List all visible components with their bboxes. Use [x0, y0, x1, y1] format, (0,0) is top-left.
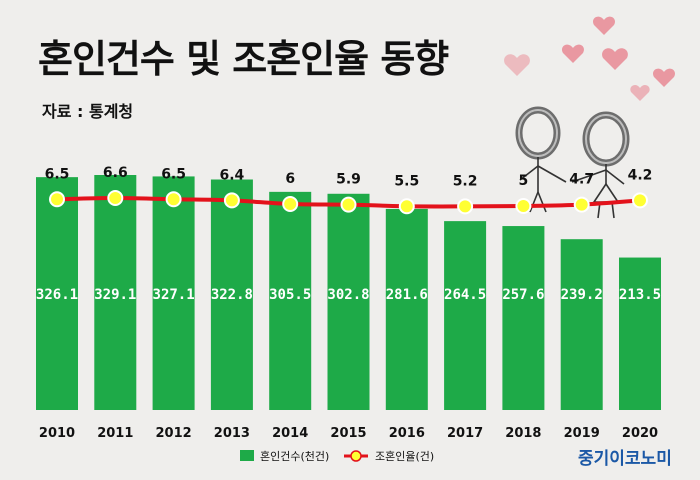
- bar-2014: [269, 191, 312, 410]
- x-tick-label: 2018: [505, 426, 541, 441]
- bar-value-label: 281.6: [386, 287, 428, 303]
- heart-icon: [593, 16, 615, 35]
- legend: 혼인건수(천건) 조혼인율(건): [240, 449, 434, 463]
- x-tick-label: 2019: [564, 426, 600, 441]
- bar-value-label: 257.6: [502, 287, 544, 303]
- bar-series: [36, 175, 661, 410]
- rate-point-2020: [632, 192, 648, 209]
- heart-icon: [504, 54, 530, 76]
- bar-2018: [502, 226, 545, 410]
- bar-value-label: 322.8: [211, 287, 253, 303]
- rate-value-label: 5.2: [453, 173, 478, 189]
- x-tick-label: 2016: [389, 426, 425, 441]
- rate-point-2012: [165, 191, 182, 208]
- rate-value-label: 6: [285, 171, 295, 187]
- heart-icon: [562, 44, 584, 63]
- bar-value-label: 264.5: [444, 287, 486, 303]
- bar-value-label: 329.1: [94, 287, 136, 303]
- bar-value-label: 305.5: [269, 287, 311, 303]
- rate-value-label: 4.7: [569, 172, 594, 188]
- page-title: 혼인건수 및 조혼인율 동향: [38, 37, 449, 81]
- bar-value-label: 239.2: [561, 287, 603, 303]
- rate-point-2018: [515, 198, 532, 214]
- brand-logo: 중기이코노미: [578, 449, 672, 469]
- heart-icon: [630, 85, 650, 101]
- x-tick-label: 2014: [272, 426, 308, 441]
- x-axis: 2010 2011 2012 2013 2014 2015 2016 2017 2018 2019…: [39, 426, 658, 441]
- bar-value-label: 326.1: [36, 287, 78, 303]
- rate-point-2019: [573, 196, 590, 213]
- rate-value-label: 6.4: [219, 167, 244, 183]
- x-tick-label: 2020: [622, 426, 658, 441]
- bar-2013: [210, 179, 253, 410]
- bar-2017: [444, 221, 487, 410]
- bar-value-labels: 326.1 329.1 327.1 322.8 305.5 302.8 281.6 264.5…: [36, 287, 661, 303]
- line-value-labels: 6.5 6.6 6.5 6.4 6 5.9 5.5 5.2 5 4.7 4.2: [45, 165, 653, 189]
- rate-point-2015: [340, 196, 357, 213]
- line-series: [49, 190, 648, 215]
- rate-point-2010: [49, 191, 65, 208]
- rate-value-label: 4.2: [628, 167, 653, 183]
- rate-point-2017: [457, 198, 474, 215]
- legend-line-marker: [350, 450, 362, 462]
- rate-value-label: 5.9: [336, 172, 361, 188]
- heart-icon: [602, 48, 628, 70]
- rate-point-2016: [398, 198, 415, 215]
- heart-icon: [653, 68, 675, 87]
- rate-point-2013: [223, 192, 240, 209]
- rate-value-label: 6.5: [45, 166, 70, 182]
- x-tick-label: 2015: [330, 426, 366, 441]
- rate-point-2011: [107, 190, 124, 206]
- legend-line-label: 조혼인율(건): [375, 450, 434, 463]
- x-tick-label: 2012: [156, 426, 192, 441]
- x-tick-label: 2013: [214, 426, 250, 441]
- bar-value-label: 302.8: [327, 287, 369, 303]
- bar-value-label: 213.5: [619, 287, 661, 303]
- rate-value-label: 5: [519, 173, 529, 189]
- rate-point-2014: [282, 196, 299, 212]
- rate-value-label: 6.5: [161, 166, 186, 182]
- bar-2016: [385, 208, 428, 410]
- rate-value-label: 6.6: [103, 165, 128, 181]
- bar-2012: [152, 176, 195, 410]
- bar-2010: [36, 177, 78, 410]
- bar-value-label: 327.1: [153, 287, 195, 303]
- bar-2019: [560, 239, 603, 410]
- legend-bar-label: 혼인건수(천건): [260, 449, 329, 463]
- legend-bar-swatch: [240, 450, 254, 461]
- bar-2011: [94, 175, 137, 410]
- bar-2020: [619, 257, 661, 410]
- source-label: 자료 : 통계청: [42, 102, 134, 121]
- bar-2015: [327, 193, 370, 410]
- rate-value-label: 5.5: [394, 173, 419, 189]
- x-tick-label: 2017: [447, 426, 483, 441]
- x-tick-label: 2010: [39, 426, 75, 441]
- x-tick-label: 2011: [97, 426, 133, 441]
